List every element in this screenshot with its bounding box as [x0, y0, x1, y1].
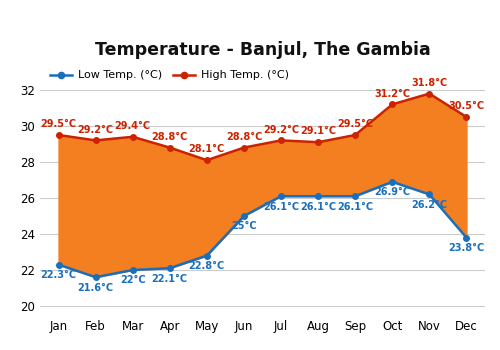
Text: 26.2°C: 26.2°C	[412, 200, 448, 210]
Text: 28.1°C: 28.1°C	[188, 145, 225, 154]
Text: 23.8°C: 23.8°C	[448, 243, 484, 253]
High Temp. (°C)	[92, 138, 98, 142]
High Temp. (°C)	[315, 140, 321, 144]
Text: 29.2°C: 29.2°C	[263, 125, 299, 135]
Low Temp. (°C)	[464, 236, 469, 240]
Low Temp. (°C)	[352, 194, 358, 198]
Low Temp. (°C)	[278, 194, 284, 198]
Low Temp. (°C)	[241, 214, 247, 218]
Legend: Low Temp. (°C), High Temp. (°C): Low Temp. (°C), High Temp. (°C)	[46, 66, 293, 85]
Text: 31.8°C: 31.8°C	[411, 78, 448, 88]
Text: 28.8°C: 28.8°C	[152, 132, 188, 142]
Low Temp. (°C)	[204, 253, 210, 258]
Low Temp. (°C)	[56, 262, 62, 267]
Text: 29.5°C: 29.5°C	[40, 119, 76, 129]
Text: 26.1°C: 26.1°C	[300, 202, 336, 212]
Low Temp. (°C)	[92, 275, 98, 279]
Text: 22.8°C: 22.8°C	[188, 261, 225, 271]
Title: Temperature - Banjul, The Gambia: Temperature - Banjul, The Gambia	[94, 41, 430, 59]
Text: 25°C: 25°C	[231, 222, 257, 231]
High Temp. (°C)	[56, 133, 62, 137]
Text: 22°C: 22°C	[120, 275, 146, 285]
Low Temp. (°C)	[130, 268, 136, 272]
Low Temp. (°C)	[167, 266, 173, 270]
Text: 22.3°C: 22.3°C	[40, 270, 76, 280]
High Temp. (°C)	[204, 158, 210, 162]
High Temp. (°C)	[426, 91, 432, 96]
Text: 31.2°C: 31.2°C	[374, 89, 410, 99]
High Temp. (°C)	[352, 133, 358, 137]
Text: 21.6°C: 21.6°C	[78, 282, 114, 293]
High Temp. (°C)	[130, 135, 136, 139]
Text: 29.5°C: 29.5°C	[337, 119, 374, 129]
Line: Low Temp. (°C): Low Temp. (°C)	[56, 179, 469, 280]
Low Temp. (°C)	[390, 180, 396, 184]
Text: 22.1°C: 22.1°C	[152, 274, 188, 284]
Line: High Temp. (°C): High Temp. (°C)	[56, 91, 469, 163]
Text: 28.8°C: 28.8°C	[226, 132, 262, 142]
Text: 26.1°C: 26.1°C	[263, 202, 299, 212]
High Temp. (°C)	[278, 138, 284, 142]
Low Temp. (°C)	[315, 194, 321, 198]
Text: 29.4°C: 29.4°C	[114, 121, 151, 131]
High Temp. (°C)	[390, 102, 396, 106]
High Temp. (°C)	[464, 115, 469, 119]
Text: 30.5°C: 30.5°C	[448, 101, 484, 111]
High Temp. (°C)	[241, 146, 247, 150]
Text: 26.9°C: 26.9°C	[374, 187, 410, 197]
Text: 29.1°C: 29.1°C	[300, 126, 336, 136]
High Temp. (°C)	[167, 146, 173, 150]
Text: 26.1°C: 26.1°C	[337, 202, 374, 212]
Text: 29.2°C: 29.2°C	[78, 125, 114, 135]
Low Temp. (°C)	[426, 192, 432, 196]
